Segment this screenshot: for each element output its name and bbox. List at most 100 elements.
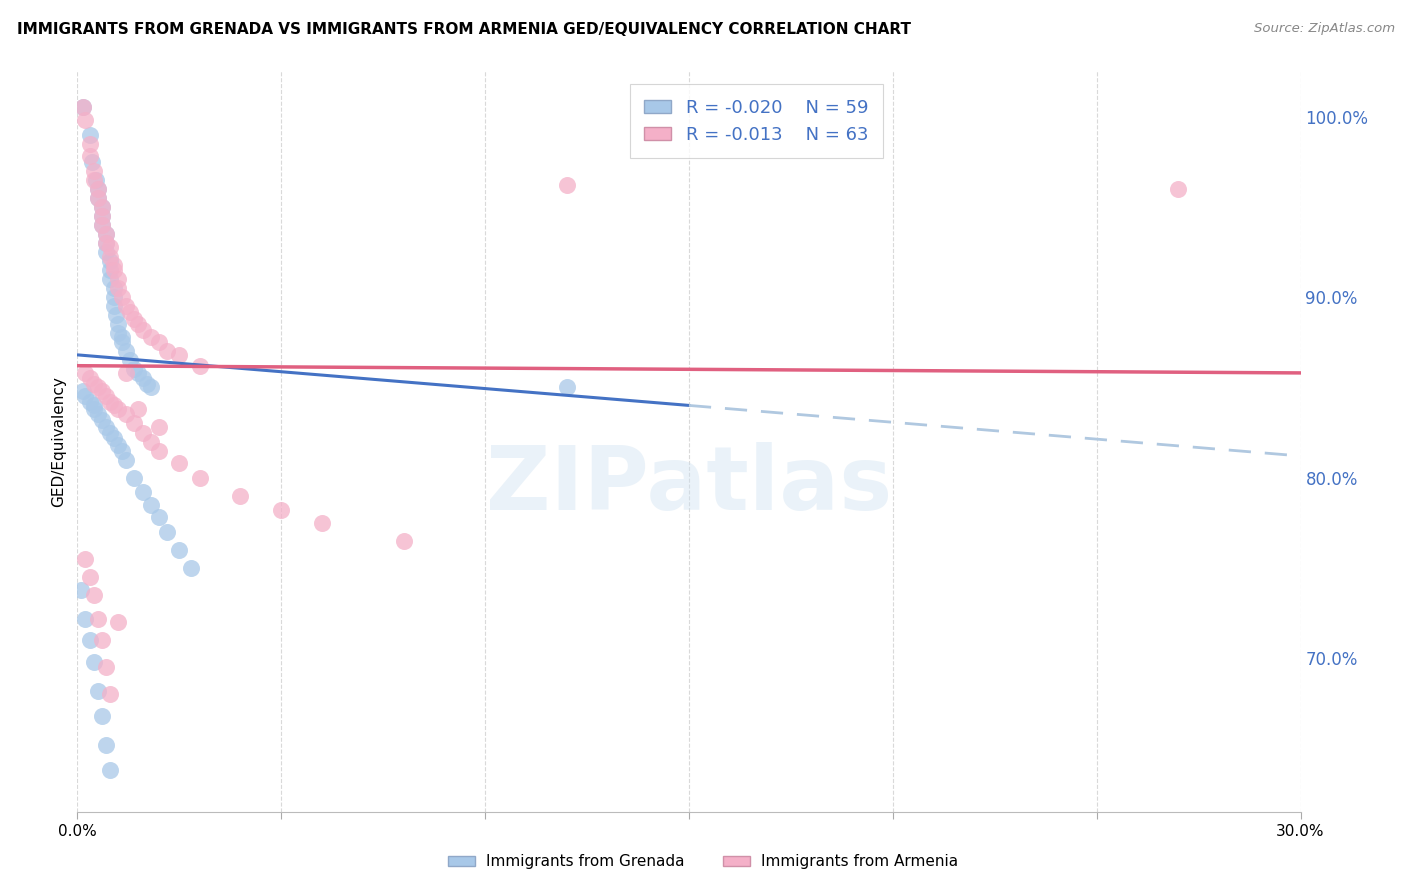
Point: [107, 281, 129, 295]
Point: [229, 489, 252, 503]
Y-axis label: GED/Equivalency: GED/Equivalency: [51, 376, 66, 507]
Point: [115, 408, 138, 422]
Point: [148, 510, 170, 524]
Point: [120, 353, 142, 368]
Point: [90, 384, 112, 398]
Point: [139, 330, 162, 344]
Point: [72, 100, 94, 114]
Point: [87, 182, 110, 196]
Point: [103, 299, 125, 313]
Point: [87, 380, 110, 394]
Point: [156, 524, 179, 539]
Point: [90, 209, 112, 223]
Point: [75, 366, 97, 380]
Point: [131, 371, 153, 385]
Point: [115, 366, 138, 380]
Point: [94, 227, 117, 241]
Point: [98, 425, 121, 440]
Point: [107, 317, 129, 331]
Point: [127, 317, 149, 331]
Point: [79, 149, 101, 163]
Point: [94, 420, 117, 434]
Point: [83, 172, 105, 186]
Point: [124, 470, 146, 484]
Point: [79, 371, 101, 385]
Point: [111, 330, 134, 344]
Point: [115, 452, 138, 467]
Point: [127, 366, 149, 380]
Point: [98, 763, 121, 777]
Point: [105, 308, 128, 322]
Point: [270, 503, 292, 517]
Point: [80, 154, 103, 169]
Point: [84, 172, 107, 186]
Point: [135, 376, 157, 391]
Point: [103, 258, 125, 272]
Point: [87, 191, 110, 205]
Point: [87, 408, 110, 422]
Point: [94, 738, 117, 752]
Point: [107, 272, 129, 286]
Point: [124, 417, 146, 431]
Point: [94, 389, 117, 403]
Point: [98, 687, 121, 701]
Point: [87, 683, 110, 698]
Point: [124, 311, 146, 326]
Point: [156, 344, 179, 359]
Text: Source: ZipAtlas.com: Source: ZipAtlas.com: [1254, 22, 1395, 36]
Point: [75, 611, 97, 625]
Point: [188, 359, 211, 373]
Text: ZIPatlas: ZIPatlas: [486, 442, 891, 530]
Point: [148, 335, 170, 350]
Point: [555, 380, 578, 394]
Point: [103, 431, 125, 445]
Point: [79, 394, 101, 409]
Point: [98, 254, 121, 268]
Point: [103, 263, 125, 277]
Point: [188, 470, 211, 484]
Point: [1167, 182, 1189, 196]
Point: [98, 394, 121, 409]
Point: [139, 498, 162, 512]
Point: [83, 163, 105, 178]
Point: [87, 182, 110, 196]
Point: [90, 709, 112, 723]
Point: [169, 456, 191, 470]
Point: [107, 438, 129, 452]
Text: IMMIGRANTS FROM GRENADA VS IMMIGRANTS FROM ARMENIA GED/EQUIVALENCY CORRELATION C: IMMIGRANTS FROM GRENADA VS IMMIGRANTS FR…: [17, 22, 911, 37]
Point: [139, 380, 162, 394]
Point: [180, 561, 202, 575]
Point: [103, 281, 125, 295]
Point: [555, 178, 578, 193]
Point: [107, 615, 129, 629]
Point: [87, 611, 110, 625]
Point: [111, 443, 134, 458]
Point: [72, 100, 94, 114]
Point: [148, 420, 170, 434]
Point: [90, 200, 112, 214]
Point: [131, 322, 153, 336]
Point: [124, 362, 146, 376]
Point: [79, 633, 101, 648]
Point: [115, 299, 138, 313]
Point: [98, 272, 121, 286]
Point: [94, 235, 117, 250]
Point: [115, 344, 138, 359]
Point: [107, 402, 129, 417]
Point: [131, 425, 153, 440]
Point: [90, 200, 112, 214]
Point: [83, 402, 105, 417]
Point: [79, 570, 101, 584]
Point: [79, 128, 101, 142]
Point: [90, 218, 112, 232]
Point: [169, 542, 191, 557]
Point: [75, 389, 97, 403]
Legend: R = -0.020    N = 59, R = -0.013    N = 63: R = -0.020 N = 59, R = -0.013 N = 63: [630, 84, 883, 158]
Point: [94, 227, 117, 241]
Point: [148, 443, 170, 458]
Point: [90, 413, 112, 427]
Point: [94, 660, 117, 674]
Point: [127, 402, 149, 417]
Point: [83, 399, 105, 413]
Point: [87, 191, 110, 205]
